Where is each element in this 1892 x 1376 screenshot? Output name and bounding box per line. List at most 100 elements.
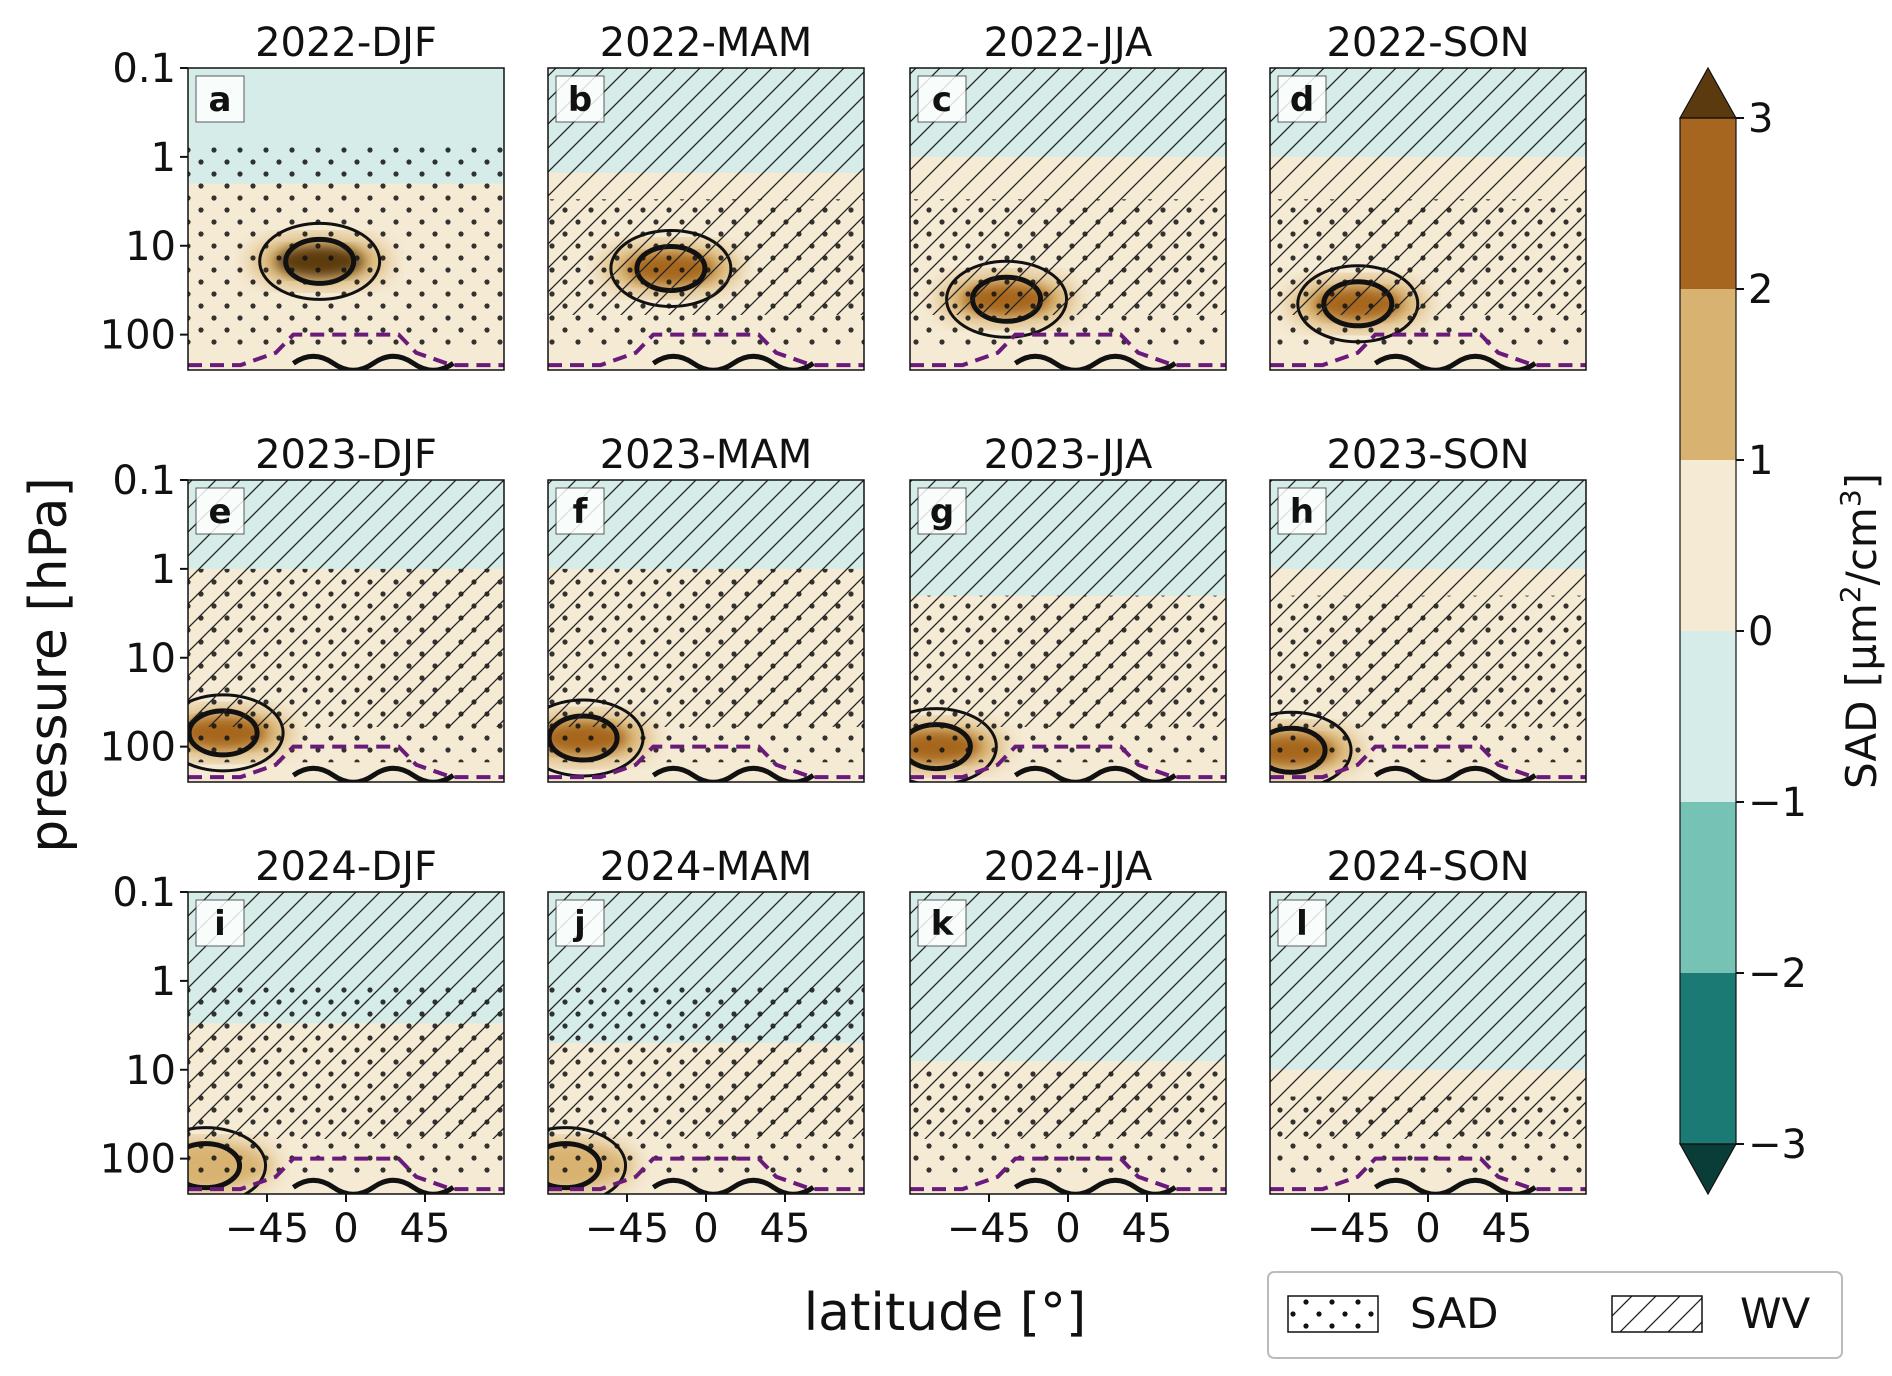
colorbar-segment [1680,973,1736,1144]
legend-label-wv: WV [1740,1289,1811,1338]
y-tick-label: 1 [151,135,176,181]
panel-grid: a2022-DJF0.1110100b2022-MAMc2022-JJAd202… [100,20,1587,1252]
colorbar-tick-label: −2 [1748,951,1807,997]
colorbar-label: SAD [µm2/cm3] [1834,473,1887,789]
panel-frame [187,67,505,371]
panel-title: 2023-DJF [255,432,437,478]
panel-letter: i [214,904,226,944]
panel-title: 2022-JJA [984,20,1153,66]
panel-e: e 2023-DJF 0.1 1 10 100 [100,432,505,783]
colorbar-tick-label: −3 [1748,1122,1807,1168]
panel-title: 2022-SON [1326,20,1529,66]
x-tick-label: 45 [1482,1206,1533,1252]
x-tick-label: −45 [947,1206,1031,1252]
contour [651,765,815,782]
y-tick-label: 100 [100,1137,176,1183]
y-tick-label: 0.1 [112,46,176,92]
panel-letter-box [917,487,967,535]
x-tick-label: −45 [585,1206,669,1252]
contour [291,765,455,782]
legend-label-sad: SAD [1410,1289,1499,1338]
panel-d: d 2022-SON [1269,20,1587,371]
panel-letter-box [917,75,967,123]
legend-swatch-sad [1287,1295,1379,1333]
colorbar-tick-label: 0 [1748,609,1773,655]
panel-letter-box [195,899,245,947]
contour [291,1177,455,1194]
contour [1373,1177,1537,1194]
x-tick-label: −45 [1307,1206,1391,1252]
tropopause-line [1270,1156,1586,1192]
y-tick-label: 0.1 [112,458,176,504]
panel-letter: l [1296,904,1308,944]
tropopause-line [188,1156,504,1192]
panel-letter: d [1290,80,1314,120]
sad-stipple [188,143,504,351]
panel-frame [909,67,1227,371]
panel-title: 2024-JJA [984,844,1153,890]
x-tick-label: 0 [1055,1206,1080,1252]
panel-frame [909,479,1227,783]
panel-frame [547,479,865,783]
panel-title: 2024-DJF [255,844,437,890]
panel-letter-box [1277,899,1327,947]
panel-letter-box [555,899,605,947]
tropopause-line [188,744,504,780]
panel-letter: g [930,492,954,532]
contour [651,353,815,370]
tropopause-line [910,1156,1226,1192]
panel-frame [187,479,505,783]
panel-letter-box [195,487,245,535]
x-tick-label: 0 [693,1206,718,1252]
panel-frame [1269,479,1587,783]
contour [1013,353,1177,370]
y-tick-label: 1 [151,547,176,593]
colorbar-extend-max [1678,66,1738,119]
contour [1013,765,1177,782]
x-tick-label: 45 [400,1206,451,1252]
tropopause-line [548,332,864,368]
panel-title: 2023-MAM [600,432,813,478]
tropopause-line [548,1156,864,1192]
colorbar: −3 −2 −1 0 1 2 3 SAD [µm2/cm3] [1678,66,1887,1196]
panel-letter: a [209,80,232,120]
panel-title: 2022-MAM [600,20,813,66]
contour [651,1177,815,1194]
y-tick-label: 1 [151,959,176,1005]
panel-l: l 2024-SON −45 0 45 [1269,844,1587,1252]
panel-c: c 2022-JJA [909,20,1227,371]
legend-swatch-wv [1611,1295,1703,1333]
colorbar-segment [1680,289,1736,460]
x-tick-label: 0 [1415,1206,1440,1252]
contour [291,353,455,370]
y-tick-label: 100 [100,725,176,771]
legend-frame [1267,1271,1843,1359]
legend: SAD WV [1267,1271,1843,1359]
panel-f: f 2023-MAM [547,432,865,783]
y-tick-label: 10 [125,224,176,270]
colorbar-tick-label: 2 [1748,267,1773,313]
panel-h: h 2023-SON [1269,432,1587,783]
colorbar-segment [1680,460,1736,631]
x-tick-label: 45 [1122,1206,1173,1252]
panel-letter: k [931,904,955,944]
panel-letter-box [1277,487,1327,535]
colorbar-tick-label: 3 [1748,96,1773,142]
x-tick-label: −45 [225,1206,309,1252]
colorbar-tick-label: 1 [1748,438,1773,484]
tropopause-line [910,332,1226,368]
panel-letter: e [208,492,231,532]
panel-letter-box [195,75,245,123]
panel-letter: b [568,80,592,120]
panel-title: 2024-MAM [600,844,813,890]
colorbar-extend-min [1678,1143,1738,1196]
colorbar-segment [1680,631,1736,802]
tropopause-line [188,332,504,368]
panel-letter-box [555,487,605,535]
panel-title: 2023-JJA [984,432,1153,478]
y-tick-label: 100 [100,313,176,359]
colorbar-segment [1680,118,1736,289]
x-tick-label: 0 [333,1206,358,1252]
panel-i: i 2024-DJF 0.1 1 10 100 −45 0 45 [100,844,505,1252]
